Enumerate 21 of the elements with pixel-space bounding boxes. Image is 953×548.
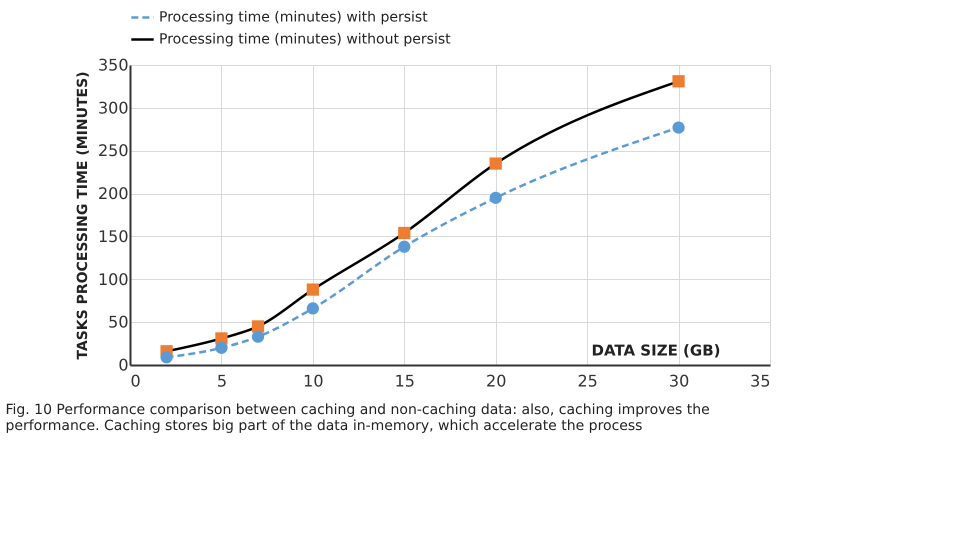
- y-tick-label: 350: [98, 56, 128, 74]
- legend-label: Processing time (minutes) without persist: [159, 32, 452, 48]
- y-tick-label: 100: [98, 270, 128, 289]
- x-tick-label: 0: [130, 372, 141, 390]
- y-tick-label: 0: [118, 356, 128, 374]
- x-tick-label: 5: [216, 372, 228, 390]
- x-tick-label: 15: [394, 372, 415, 390]
- caption: Fig. 10 Performance comparison between caching and non-caching data: also, caching improves the performance. Caching stores big part of the data in-memory, which accelerate the process: [5, 402, 710, 434]
- x-tick-label: 25: [577, 372, 598, 390]
- y-axis-title: TASKS PROCESSING TIME (MINUTES): [74, 71, 91, 360]
- x-axis-title: DATA SIZE (GB): [592, 342, 720, 360]
- x-tick-label: 30: [668, 372, 690, 390]
- y-tick-label: 250: [98, 141, 128, 160]
- x-tick-label: 10: [303, 372, 324, 390]
- legend-label: Processing time (minutes) with persist: [159, 10, 428, 26]
- y-tick-label: 50: [108, 312, 128, 332]
- y-tick-label: 200: [98, 184, 128, 204]
- y-tick-label: 300: [98, 98, 128, 118]
- x-tick-label: 20: [486, 372, 506, 390]
- x-tick-label: 35: [750, 372, 770, 390]
- y-tick-label: 150: [98, 226, 128, 246]
